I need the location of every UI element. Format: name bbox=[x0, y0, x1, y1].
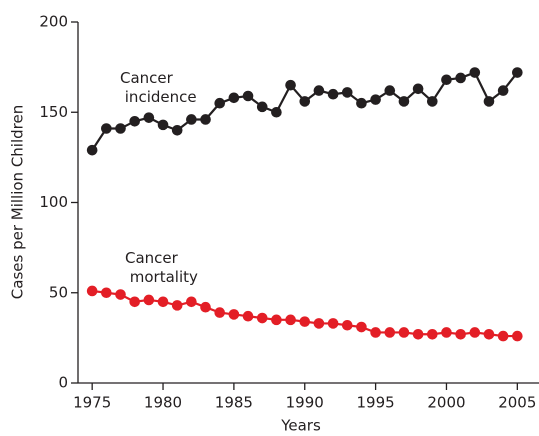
x-tick-label: 2005 bbox=[498, 394, 536, 412]
data-point bbox=[115, 289, 126, 300]
data-point bbox=[426, 96, 438, 107]
data-point bbox=[186, 114, 197, 125]
data-point bbox=[86, 144, 98, 156]
data-point bbox=[101, 287, 112, 299]
data-point bbox=[469, 67, 481, 78]
data-point bbox=[398, 327, 410, 338]
x-tick-label: 1980 bbox=[144, 394, 182, 412]
data-point bbox=[441, 327, 452, 338]
data-point bbox=[370, 327, 381, 338]
data-point bbox=[483, 328, 495, 340]
data-point bbox=[441, 74, 452, 86]
data-point bbox=[228, 309, 240, 320]
data-point bbox=[256, 312, 268, 324]
y-axis-label: Cases per Million Children bbox=[9, 105, 27, 299]
data-point bbox=[200, 114, 211, 125]
data-point bbox=[455, 328, 466, 340]
data-point bbox=[469, 327, 481, 338]
data-point bbox=[101, 123, 112, 134]
data-point bbox=[143, 294, 155, 306]
data-point bbox=[483, 96, 495, 107]
data-point bbox=[398, 96, 410, 107]
data-point bbox=[214, 307, 226, 318]
data-point bbox=[341, 87, 353, 98]
data-point bbox=[341, 319, 353, 331]
data-point bbox=[327, 88, 339, 100]
x-axis-label: Years bbox=[280, 417, 321, 435]
data-point bbox=[115, 123, 126, 134]
x-tick-label: 1985 bbox=[215, 394, 253, 412]
data-point bbox=[412, 328, 424, 340]
data-point bbox=[299, 316, 311, 327]
data-point bbox=[412, 83, 424, 95]
x-tick-label: 1990 bbox=[286, 394, 324, 412]
y-tick-label: 50 bbox=[49, 283, 68, 301]
series-line bbox=[92, 289, 518, 338]
data-point bbox=[384, 85, 396, 96]
series-label: Cancer mortality bbox=[125, 249, 198, 286]
data-point bbox=[313, 85, 325, 96]
y-tick-label: 100 bbox=[39, 193, 68, 211]
data-point bbox=[157, 296, 169, 308]
data-point bbox=[271, 314, 282, 326]
data-point bbox=[512, 330, 523, 342]
data-point bbox=[327, 318, 339, 329]
data-point bbox=[242, 90, 254, 102]
data-point bbox=[186, 296, 197, 308]
data-point bbox=[455, 72, 466, 84]
data-point bbox=[129, 115, 140, 127]
data-point bbox=[512, 67, 523, 78]
data-point bbox=[256, 101, 268, 113]
data-point bbox=[143, 112, 155, 123]
data-point bbox=[285, 79, 296, 91]
data-point bbox=[129, 296, 140, 308]
data-point bbox=[214, 97, 226, 109]
y-tick-label: 0 bbox=[58, 374, 68, 392]
data-point bbox=[497, 330, 509, 342]
data-point bbox=[157, 119, 169, 131]
data-point bbox=[171, 125, 183, 136]
data-point bbox=[285, 314, 296, 326]
data-point bbox=[370, 94, 381, 105]
data-point bbox=[356, 97, 367, 109]
data-point bbox=[299, 96, 311, 107]
series-label: Cancer incidence bbox=[120, 69, 197, 106]
data-point bbox=[171, 300, 183, 311]
data-point bbox=[200, 301, 211, 313]
data-point bbox=[242, 310, 254, 322]
data-point bbox=[313, 318, 325, 329]
y-tick-label: 200 bbox=[39, 13, 68, 31]
data-point bbox=[426, 328, 438, 340]
data-point bbox=[271, 106, 282, 118]
data-point bbox=[86, 285, 98, 297]
x-tick-label: 1995 bbox=[357, 394, 395, 412]
data-point bbox=[497, 85, 509, 96]
data-point bbox=[228, 92, 240, 104]
y-tick-label: 150 bbox=[39, 103, 68, 121]
data-point bbox=[384, 327, 396, 338]
data-point bbox=[356, 321, 367, 333]
x-tick-label: 2000 bbox=[427, 394, 465, 412]
x-tick-label: 1975 bbox=[73, 394, 111, 412]
